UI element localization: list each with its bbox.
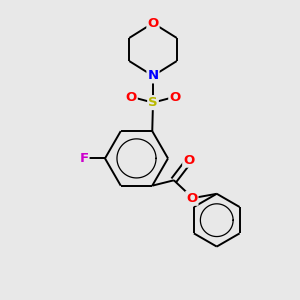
Text: O: O	[147, 16, 159, 30]
Text: S: S	[148, 96, 158, 109]
Text: N: N	[147, 69, 159, 82]
Text: O: O	[183, 154, 194, 167]
Text: O: O	[169, 91, 181, 104]
Text: O: O	[186, 192, 197, 205]
Text: F: F	[80, 152, 88, 165]
Text: O: O	[125, 91, 137, 104]
